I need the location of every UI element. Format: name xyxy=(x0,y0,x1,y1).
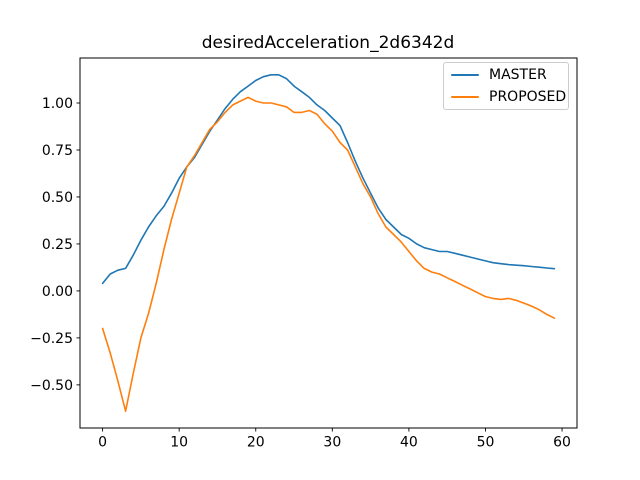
y-axis-tick-label: 0.25 xyxy=(42,237,73,253)
legend-item-proposed: PROPOSED xyxy=(451,89,566,107)
y-axis-tick-label: 0.75 xyxy=(42,143,73,159)
x-axis-tick-label: 10 xyxy=(170,435,188,451)
y-axis-tick-label: 1.00 xyxy=(42,96,73,112)
y-axis-tick-label: 0.00 xyxy=(42,284,73,300)
proposed-line-sample xyxy=(451,96,479,99)
master-line xyxy=(101,74,556,285)
y-axis-tick-label: −0.50 xyxy=(30,378,73,394)
x-axis-tick-label: 60 xyxy=(553,435,571,451)
x-axis-tick-label: 50 xyxy=(477,435,495,451)
x-axis-tick-label: 40 xyxy=(400,435,418,451)
legend-item-master: MASTER xyxy=(451,66,560,84)
legend-label-proposed: PROPOSED xyxy=(489,89,567,106)
proposed-line xyxy=(101,96,556,413)
legend: MASTER PROPOSED xyxy=(443,62,569,110)
legend-label-master: MASTER xyxy=(489,66,547,83)
chart-title: desiredAcceleration_2d6342d xyxy=(202,33,455,53)
x-axis-tick-label: 0 xyxy=(98,435,107,451)
plot-frame xyxy=(79,57,578,429)
y-axis-tick-label: −0.25 xyxy=(30,331,73,347)
master-line-sample xyxy=(451,73,479,76)
x-axis-tick-label: 30 xyxy=(323,435,341,451)
y-axis-tick-label: 0.50 xyxy=(42,190,73,206)
x-axis-tick-label: 20 xyxy=(247,435,265,451)
